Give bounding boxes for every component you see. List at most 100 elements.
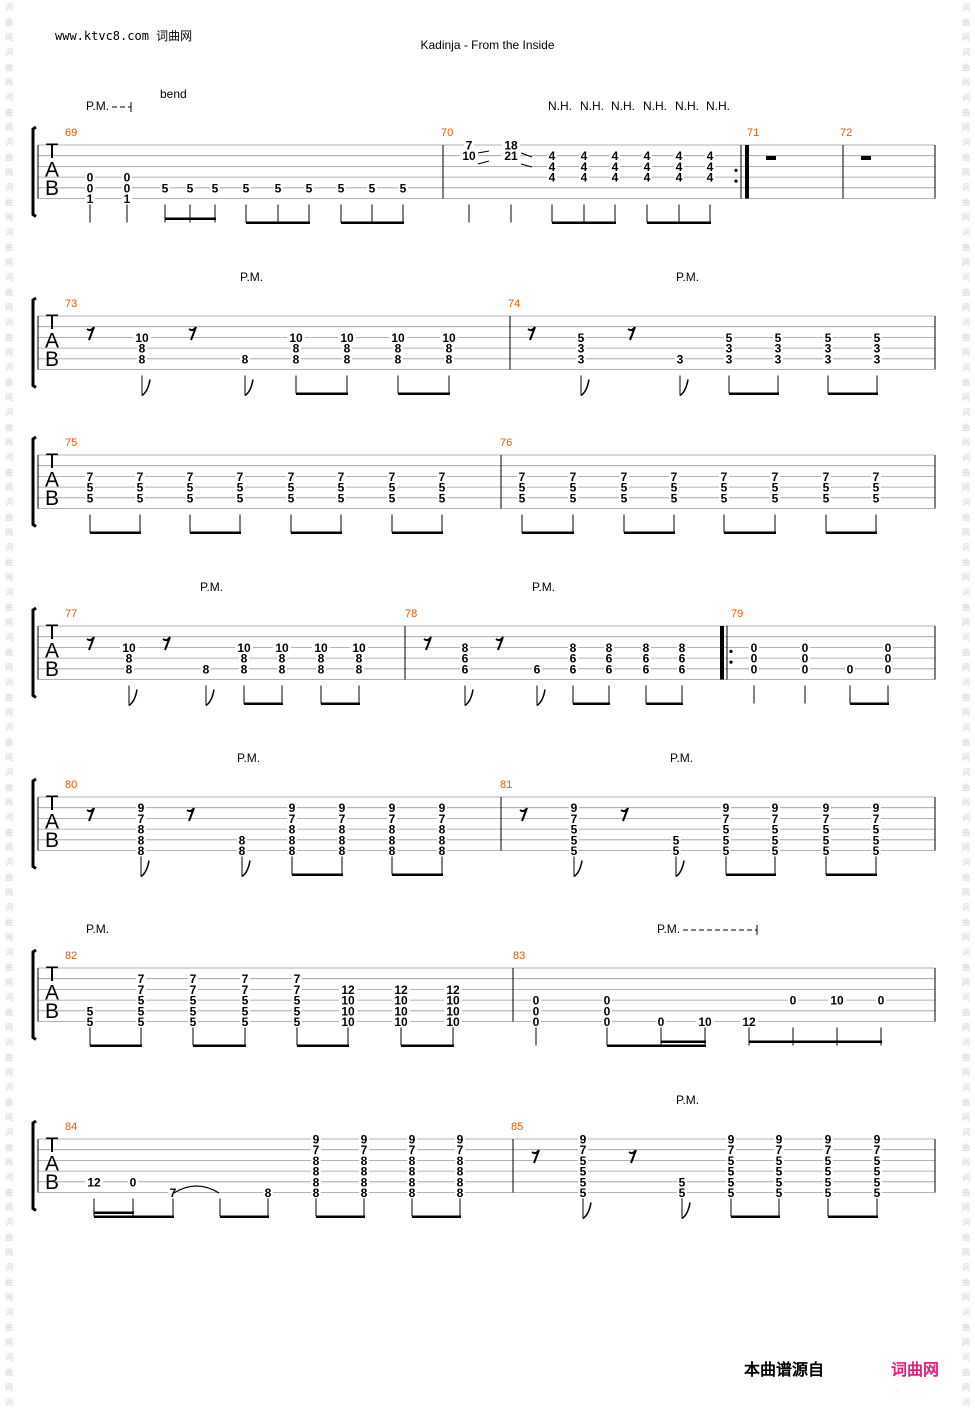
fret-number: 7 — [389, 812, 396, 826]
fret-number: 8 — [409, 1186, 416, 1200]
palm-mute-label: P.M. — [532, 580, 555, 594]
fret-bg — [339, 1015, 357, 1027]
fret-bg — [287, 801, 297, 813]
fret-number: 1 — [87, 192, 94, 206]
fret-bg — [642, 160, 652, 172]
beam — [624, 531, 675, 534]
eighth-rest — [620, 807, 629, 822]
fret-bg — [671, 833, 681, 845]
fret-number: 8 — [361, 1165, 368, 1179]
fret-bg — [407, 1175, 417, 1187]
fret-number: 9 — [776, 1133, 783, 1147]
natural-harmonic-label: N.H. — [611, 99, 635, 113]
fret-number: 9 — [823, 801, 830, 815]
fret-number: 21 — [504, 149, 518, 163]
fret-number: 9 — [723, 801, 730, 815]
repeat-start-bar — [720, 626, 724, 680]
fret-number: 8 — [318, 652, 325, 666]
palm-mute-label: P.M. — [86, 922, 109, 936]
fret-number: 7 — [338, 470, 345, 484]
fret-number: 10 — [446, 1004, 460, 1018]
fret-bg — [437, 844, 447, 856]
fret-number: 9 — [772, 801, 779, 815]
right-watermark: 词曲网 词曲网 词曲网 词曲网 词曲网 词曲网 词曲网 词曲网 词曲网 词曲网 … — [962, 3, 970, 1407]
beam — [193, 1044, 246, 1047]
fret-number: 0 — [751, 641, 758, 655]
fret-bg — [342, 342, 352, 354]
fret-number: 5 — [190, 1004, 197, 1018]
fret-bg — [677, 1186, 687, 1198]
fret-bg — [619, 481, 629, 493]
beam — [220, 1215, 269, 1218]
fret-bg — [569, 823, 579, 835]
whole-rest — [766, 156, 776, 160]
fret-bg — [455, 1143, 465, 1155]
fret-number: 9 — [439, 801, 446, 815]
fret-number: 5 — [825, 1175, 832, 1189]
eighth-rest — [86, 636, 95, 651]
fret-bg — [444, 1015, 462, 1027]
fret-bg — [273, 181, 283, 193]
fret-bg — [568, 652, 578, 664]
fret-bg — [871, 801, 881, 813]
fret-bg — [604, 662, 614, 674]
tab-clef-letter: A — [45, 330, 59, 353]
fret-number: 7 — [823, 470, 830, 484]
fret-bg — [387, 823, 397, 835]
footer-brand: 词曲网 — [891, 1360, 940, 1379]
natural-harmonic-label: N.H. — [580, 99, 604, 113]
fret-number: 5 — [580, 1165, 587, 1179]
fret-number: 8 — [279, 662, 286, 676]
beam — [729, 392, 779, 395]
fret-number: 10 — [446, 1015, 460, 1029]
fret-number: 5 — [87, 1004, 94, 1018]
fret-number: 7 — [138, 983, 145, 997]
fret-bg — [460, 641, 470, 653]
beam — [94, 1215, 174, 1218]
eighth-rest — [519, 807, 528, 822]
fret-number: 5 — [728, 1154, 735, 1168]
fret-bg — [576, 342, 586, 354]
fret-number: 7 — [519, 470, 526, 484]
beam — [412, 1215, 461, 1218]
fret-bg — [602, 994, 612, 1006]
fret-number: 8 — [138, 823, 145, 837]
fret-bg — [136, 833, 146, 845]
fret-bg — [871, 491, 881, 503]
fret-number: 8 — [339, 833, 346, 847]
system-bracket — [31, 948, 37, 1041]
fret-bg — [239, 652, 249, 664]
tab-clef-letter: T — [46, 621, 59, 644]
fret-bg — [359, 1154, 369, 1166]
fret-bg — [389, 331, 407, 343]
fret-bg — [749, 662, 759, 674]
fret-number: 5 — [874, 1154, 881, 1168]
fret-number: 4 — [549, 160, 556, 174]
fret-bg — [359, 1186, 369, 1198]
fret-number: 5 — [294, 1004, 301, 1018]
fret-bg — [788, 994, 798, 1006]
fret-bg — [440, 331, 458, 343]
measure-number: 72 — [840, 127, 852, 139]
fret-bg — [871, 470, 881, 482]
fret-bg — [337, 823, 347, 835]
fret-bg — [291, 342, 301, 354]
fret-number: 5 — [728, 1186, 735, 1200]
fret-bg — [342, 352, 352, 364]
beam — [291, 531, 342, 534]
tab-clef-letter: A — [45, 811, 59, 834]
fret-bg — [821, 801, 831, 813]
fret-bg — [85, 181, 95, 193]
fret-number: 5 — [237, 491, 244, 505]
fret-number: 8 — [126, 662, 133, 676]
fret-bg — [444, 1004, 462, 1016]
fret-number: 4 — [644, 171, 651, 185]
fret-number: 9 — [873, 801, 880, 815]
fret-bg — [641, 652, 651, 664]
fret-number: 9 — [825, 1133, 832, 1147]
fret-bg — [578, 1133, 588, 1144]
fret-bg — [210, 181, 220, 193]
fret-bg — [292, 1004, 302, 1016]
fret-number: 8 — [679, 641, 686, 655]
fret-number: 8 — [361, 1175, 368, 1189]
